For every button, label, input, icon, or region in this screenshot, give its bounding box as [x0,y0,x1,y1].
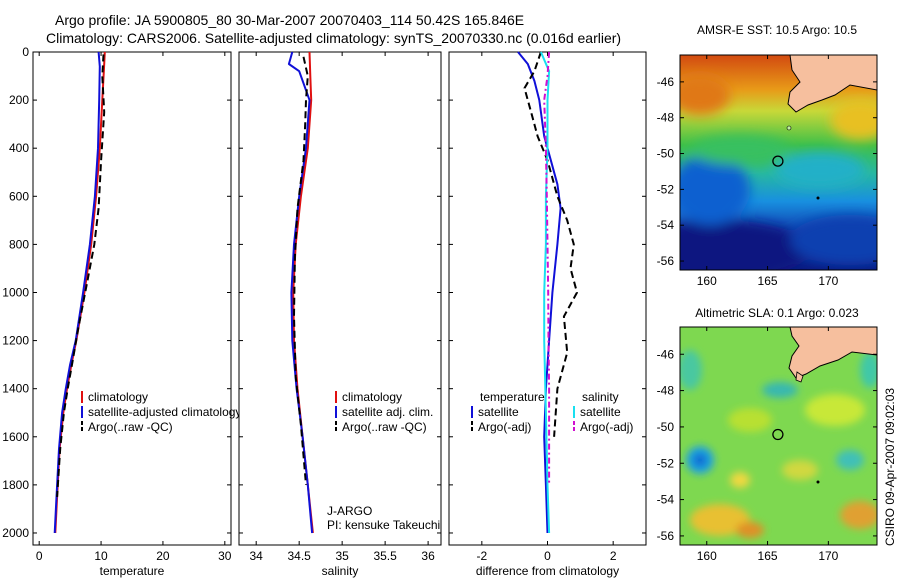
sst-map-panel: AMSR-E SST: 10.5 Argo: 10.5 160 165 170 -46… [657,23,878,288]
map-y-tick-label: -54 [657,493,675,507]
temperature-series [53,51,106,534]
x-tick-label: 0 [544,549,551,563]
y-tick-label: 400 [9,141,29,155]
map-y-tick-label: -48 [657,384,675,398]
map-y-tick-label: -56 [657,529,675,543]
series-line-temperature-satellite [517,51,562,534]
y-tick-label: 0 [22,45,29,59]
jargo-label: J-ARGO [327,504,372,518]
map-y-tick-label: -46 [657,75,675,89]
legend-label: satellite adj. clim. [342,405,433,419]
x-axis-label: salinity [322,564,359,578]
salinity-panel: 34 34.5 35 35.5 36 salinity climatologysatell… [238,51,442,578]
map-y-tick-label: -54 [657,218,675,232]
legend-label: satellite [580,405,621,419]
temperature-panel: 0 10 20 30 0 200 400 600 800 1000 1200 1400 1600 1800… [2,45,241,578]
legend-label: Argo(..raw -QC) [88,420,173,434]
sla-land-mass [788,327,877,379]
legend-label: climatology [88,390,148,404]
sla-argo-marker [772,428,784,441]
temperature-axis-ticks: 0 10 20 30 0 200 400 600 800 1000 1200 1400 1600 1800… [2,45,232,578]
y-tick-label: 1400 [2,382,29,396]
series-line-salinity-argo-adj- [543,51,551,485]
map-x-tick-label: 170 [818,549,838,563]
y-tick-label: 2000 [2,526,29,540]
legend-label: satellite-adjusted climatology [88,405,241,419]
map-x-tick-label: 170 [818,274,838,288]
y-tick-label: 200 [9,93,29,107]
series-line-satellite-adjusted-climatology [53,51,101,534]
csiro-credit: CSIRO 09-Apr-2007 09:02:03 [883,387,897,546]
map-x-tick-label: 160 [697,274,717,288]
temperature-axes-box [32,51,232,546]
map-x-tick-label: 160 [697,549,717,563]
y-tick-label: 1200 [2,334,29,348]
y-tick-label: 1000 [2,285,29,299]
legend-label: Argo(-adj) [478,420,531,434]
x-tick-label: 35.5 [373,549,397,563]
difference-legend: temperaturesatelliteArgo(-adj)salinitysa… [471,390,633,434]
sst-map-field [680,55,877,270]
x-tick-label: 20 [156,549,170,563]
sst-map-frame [679,54,878,271]
sla-map-frame [679,326,878,546]
x-axis-label: difference from climatology [476,564,619,578]
x-tick-label: 0 [36,549,43,563]
x-tick-label: 34 [250,549,264,563]
x-tick-label: 10 [94,549,108,563]
series-line-argo-raw-qc- [293,56,309,485]
sla-map-panel: Altimetric SLA: 0.1 Argo: 0.023 [657,306,878,563]
map-y-tick-label: -48 [657,111,675,125]
sla-map-title: Altimetric SLA: 0.1 Argo: 0.023 [695,306,859,320]
legend-label: temperature [480,390,545,404]
series-line-temperature-argo-adj- [523,51,578,437]
x-tick-label: 35 [335,549,349,563]
series-line-satellite-adj-clim- [287,51,314,534]
x-tick-label: 36 [421,549,435,563]
pi-label: PI: kensuke Takeuchi [327,518,440,532]
legend-label: salinity [582,390,619,404]
legend-label: satellite [478,405,519,419]
x-axis-label: temperature [100,564,165,578]
y-tick-label: 1800 [2,478,29,492]
map-y-tick-label: -46 [657,347,675,361]
series-line-argo-raw-qc- [56,54,106,497]
sla-map-axis-ticks: 160 165 170 -46 -48 -50 -52 -54 -56 [657,327,877,563]
sst-argo-marker [772,155,784,167]
difference-series [517,51,578,534]
map-x-tick-label: 165 [758,549,778,563]
map-y-tick-label: -50 [657,420,675,434]
x-tick-label: 34.5 [287,549,311,563]
y-tick-label: 600 [9,189,29,203]
sst-map-title: AMSR-E SST: 10.5 Argo: 10.5 [697,23,857,37]
salinity-series [287,51,314,534]
legend-label: Argo(..raw -QC) [342,420,427,434]
map-y-tick-label: -56 [657,254,675,268]
map-y-tick-label: -52 [657,182,675,196]
salinity-axes-box [238,51,442,546]
series-line-salinity-satellite [539,51,551,534]
sst-land-mass [787,55,877,113]
figure-title: Argo profile: JA 5900805_80 30-Mar-2007 … [55,12,525,28]
sst-map-axis-ticks: 160 165 170 -46 -48 -50 -52 -54 -56 [657,55,877,288]
x-tick-label: 30 [218,549,232,563]
y-tick-label: 1600 [2,430,29,444]
y-tick-label: 800 [9,237,29,251]
sla-map-field [680,327,877,545]
map-y-tick-label: -50 [657,147,675,161]
map-x-tick-label: 165 [758,274,778,288]
map-y-tick-label: -52 [657,456,675,470]
figure-subtitle: Climatology: CARS2006. Satellite-adjuste… [46,30,622,46]
salinity-axis-ticks: 34 34.5 35 35.5 36 salinity [239,51,441,578]
legend-label: climatology [342,390,402,404]
legend-label: Argo(-adj) [580,420,633,434]
x-tick-label: 2 [610,549,617,563]
x-tick-label: -2 [476,549,487,563]
